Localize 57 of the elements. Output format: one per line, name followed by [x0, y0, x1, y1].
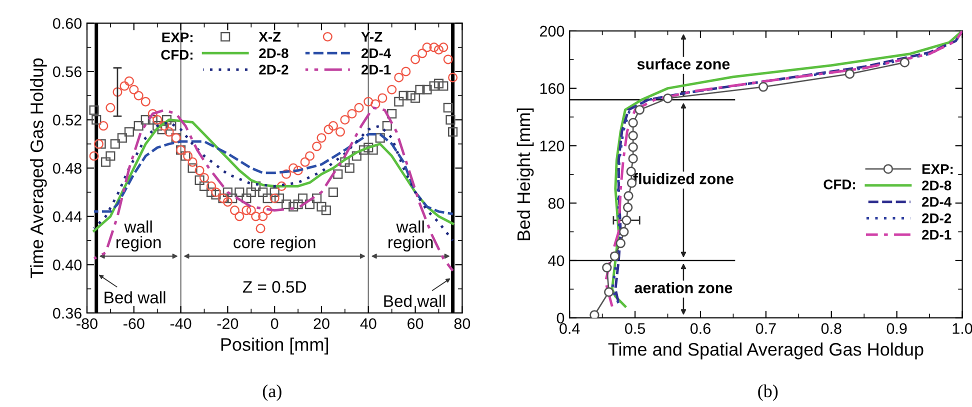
- y-tick-label: 80: [548, 198, 564, 209]
- y-tick-label: 0.36: [53, 308, 82, 319]
- legend-label: 2D-4: [922, 196, 952, 207]
- y-tick-label: 0.56: [53, 66, 82, 78]
- x-tick-label: 1.0: [952, 323, 972, 334]
- y-axis-title: Bed Height [mm]: [516, 108, 534, 240]
- legend-label: X-Z: [258, 32, 281, 42]
- x-tick-label: -20: [217, 318, 238, 330]
- legend-label: 2D-2: [922, 213, 952, 224]
- legend-label: EXP:: [922, 164, 953, 174]
- y-tick-label: 160: [540, 83, 564, 94]
- x-tick-label: 0.6: [690, 323, 710, 334]
- x-tick-label: 20: [314, 318, 330, 330]
- annotation: Z = 0.5D: [242, 281, 306, 293]
- y-tick-label: 0.48: [53, 162, 82, 174]
- x-tick-label: -40: [170, 318, 192, 330]
- x-tick-label: 0.7: [756, 323, 776, 334]
- y-tick-label: 40: [548, 255, 564, 266]
- annotation: Bed wall: [104, 291, 166, 304]
- y-tick-label: 0.60: [53, 18, 82, 29]
- x-tick-label: 40: [360, 318, 376, 330]
- x-tick-label: 0.8: [821, 323, 842, 334]
- x-tick-label: 0.5: [625, 323, 646, 334]
- y-tick-label: 120: [540, 140, 564, 152]
- x-tick-label: -60: [124, 318, 144, 330]
- annotation: fluidized zone: [633, 173, 734, 184]
- annotation: CFD:: [824, 180, 855, 190]
- x-axis-title: Time and Spatial Averaged Gas Holdup: [608, 342, 924, 360]
- x-tick-label: 80: [454, 318, 470, 330]
- legend-label: 2D-1: [922, 230, 952, 240]
- x-tick-label: 0.4: [560, 323, 580, 334]
- y-tick-label: 200: [540, 26, 564, 37]
- annotation: EXP:: [162, 32, 192, 42]
- annotation: wall region: [116, 220, 161, 252]
- x-tick-label: 60: [408, 318, 424, 330]
- legend-label: 2D-4: [361, 48, 392, 58]
- x-axis-title: Position [mm]: [221, 338, 328, 354]
- legend-label: 2D-8: [259, 48, 288, 58]
- legend-label: 2D-1: [361, 64, 391, 74]
- annotation: surface zone: [637, 58, 730, 70]
- annotation: CFD:: [161, 50, 192, 60]
- x-tick-label: -80: [76, 318, 98, 330]
- legend-label: 2D-2: [259, 64, 288, 74]
- x-tick-label: 0.9: [886, 323, 907, 334]
- y-tick-label: 0.40: [53, 260, 82, 270]
- y-tick-label: 0.52: [53, 114, 82, 126]
- legend-label: Y-Z: [361, 32, 382, 42]
- x-tick-label: 0: [270, 318, 278, 330]
- annotation: core region: [234, 236, 316, 252]
- y-tick-label: 0.44: [53, 211, 82, 222]
- text: (a): [262, 384, 282, 401]
- annotation: aeration zone: [634, 282, 732, 294]
- y-axis-title: Time Averaged Gas Holdup: [30, 58, 47, 278]
- annotation: Bed wall: [384, 294, 445, 308]
- annotation: wall region: [388, 220, 433, 252]
- legend-label: 2D-8: [922, 180, 952, 190]
- text: (b): [758, 384, 778, 401]
